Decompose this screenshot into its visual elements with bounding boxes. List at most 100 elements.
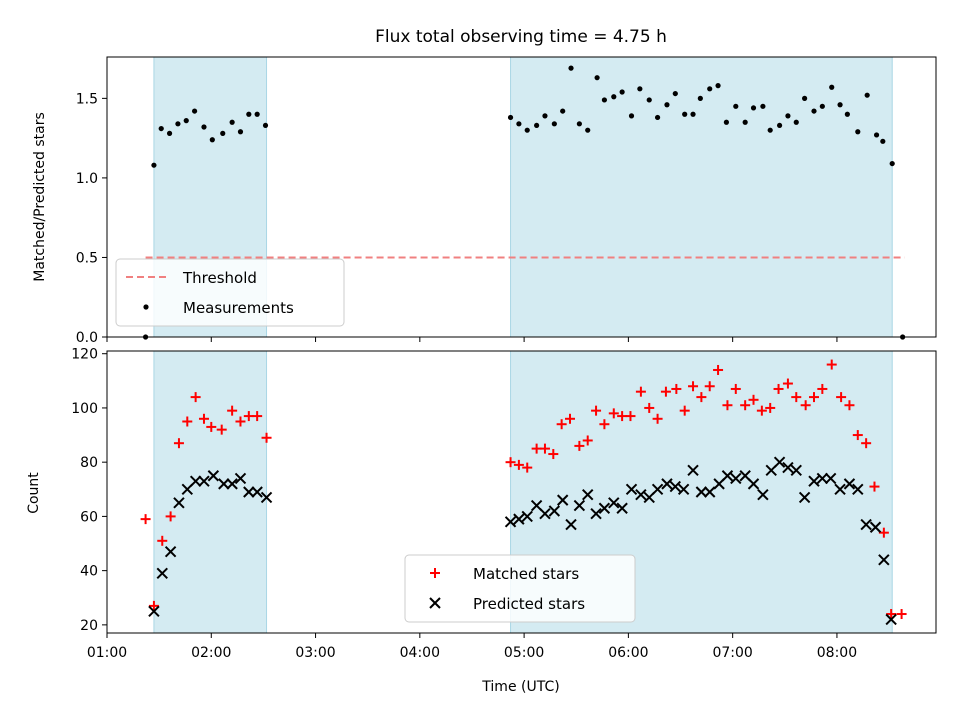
predicted-star-point [207, 470, 220, 482]
measurement-point [560, 108, 566, 114]
matched-star-point [773, 383, 784, 394]
legend-matched-swatch [430, 568, 440, 578]
x-stroke-b [148, 605, 160, 618]
measurement-point [551, 121, 557, 127]
measurement-point [262, 122, 269, 129]
predicted-star-point [234, 472, 247, 485]
matched-star-point [688, 381, 699, 392]
predicted-star-point [677, 483, 690, 495]
x-stroke-b [808, 475, 820, 487]
legend-box [115, 258, 345, 327]
measurement-point [158, 125, 164, 132]
predicted-star-point [156, 567, 168, 580]
matched-star-point [548, 449, 559, 460]
x-stroke-b [782, 461, 794, 474]
measurement-point [237, 129, 244, 135]
measurement-point [576, 121, 582, 127]
predicted-star-point [590, 507, 602, 520]
x-stroke-b [590, 507, 602, 520]
predicted-star-point [243, 486, 255, 498]
matched-star-point [261, 432, 272, 443]
predicted-star-point [608, 497, 620, 509]
predicted-star-point [695, 486, 708, 498]
matched-star-point [556, 419, 567, 430]
measurement-point [733, 103, 739, 109]
measurement-point [646, 97, 652, 103]
matched-star-point [574, 440, 585, 451]
matched-star-point [564, 413, 575, 424]
predicted-star-point [808, 475, 820, 487]
predicted-star-point [616, 502, 628, 514]
measurement-point [793, 119, 799, 125]
x-stroke-b [747, 478, 760, 490]
predicted-star-point [852, 483, 864, 495]
chart-title: Flux total observing time = 4.75 h [375, 27, 667, 47]
x-stroke-b [790, 464, 802, 477]
predicted-star-point [687, 464, 699, 477]
x-stroke-b [243, 486, 255, 498]
measurement-point [760, 103, 766, 109]
measurement-point [864, 92, 870, 98]
x-stroke-b [852, 483, 864, 495]
y-tick-label: 100 [71, 401, 98, 417]
predicted-star-point [521, 510, 533, 523]
x-stroke-b [704, 486, 716, 498]
matched-star-point [216, 424, 227, 435]
legend-box [404, 554, 636, 623]
matched-star-point [644, 402, 655, 413]
matched-star-point [671, 383, 682, 394]
matched-star-point [173, 438, 184, 449]
x-stroke-b [530, 499, 543, 512]
measurement-point [844, 111, 850, 117]
measurement-point [619, 89, 625, 95]
predicted-star-point [773, 456, 786, 468]
predicted-star-point [782, 461, 794, 474]
x-stroke-b [234, 472, 247, 485]
predicted-star-point [816, 472, 829, 485]
measurement-point [873, 132, 880, 138]
x-stroke-b [582, 489, 594, 501]
top-axes: 0.0 0.5 1.0 1.5 [76, 56, 937, 346]
matched-star-point [157, 535, 168, 546]
matched-star-point [791, 392, 802, 403]
predicted-star-point [251, 486, 263, 498]
matched-star-point [599, 419, 610, 430]
x-stroke-b [885, 613, 897, 626]
x-stroke-b [504, 516, 517, 528]
matched-star-point [878, 527, 889, 538]
top-shaded-intervals [153, 57, 893, 337]
legend-measurements-label: Measurements [183, 299, 294, 317]
matched-star-point [608, 408, 619, 419]
shaded-interval-1 [510, 57, 893, 337]
predicted-star-point [704, 486, 716, 498]
y-tick-label: 1.5 [76, 91, 98, 107]
measurement-point [516, 121, 522, 127]
x-stroke-b [834, 483, 846, 495]
predicted-star-point [164, 545, 177, 558]
matched-star-point [713, 364, 724, 375]
legend-threshold-label: Threshold [182, 269, 257, 287]
matched-star-point [652, 413, 663, 424]
x-stroke-b [251, 486, 263, 498]
x-stroke-b [635, 489, 647, 501]
x-stroke-b [548, 505, 561, 517]
matched-star-point [235, 416, 246, 427]
predicted-star-point [598, 502, 611, 514]
matched-star-point [730, 383, 741, 394]
measurement-point [507, 114, 514, 121]
x-tick-label: 05:00 [504, 645, 544, 661]
measurement-point [697, 95, 703, 101]
matched-star-point [782, 378, 793, 389]
measurement-point [542, 113, 548, 119]
matched-star-point [539, 443, 550, 454]
measurement-point [534, 122, 540, 129]
matched-star-point [591, 405, 602, 416]
measurement-point [209, 137, 215, 143]
measurement-point [880, 138, 886, 144]
x-stroke-b [556, 494, 569, 506]
predicted-star-point [513, 513, 525, 525]
x-tick-label: 07:00 [712, 645, 752, 661]
measurement-point [664, 102, 670, 108]
predicted-star-point [582, 489, 594, 501]
